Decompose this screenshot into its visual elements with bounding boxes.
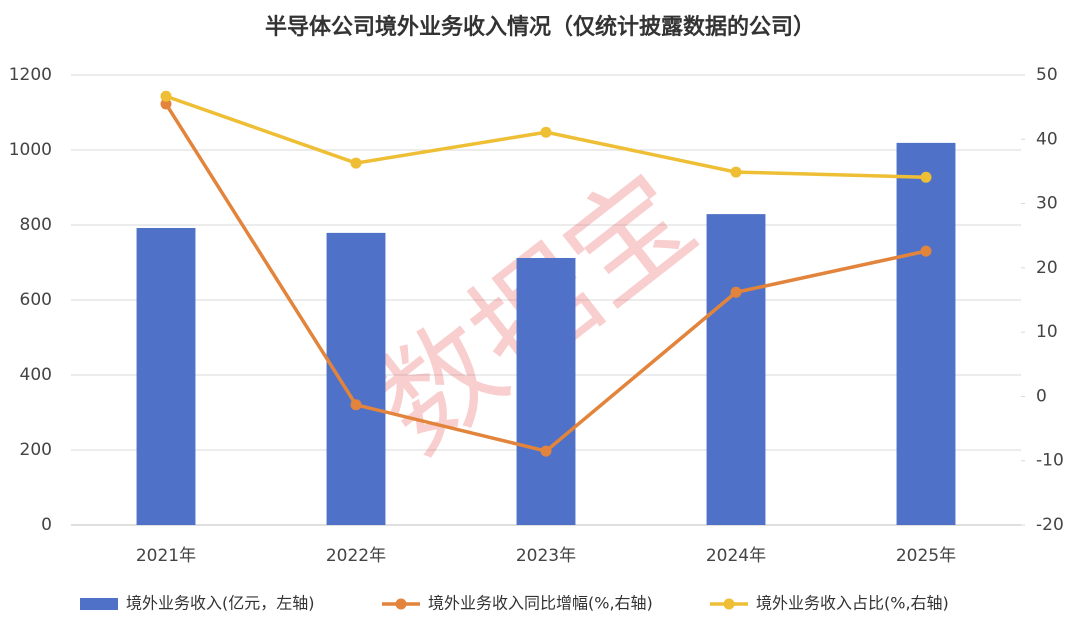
line-marker [730, 286, 742, 298]
line-marker [160, 90, 172, 102]
y2-tick-label: 40 [1036, 129, 1058, 149]
line-marker [920, 245, 932, 257]
legend-label: 境外业务收入(亿元，左轴) [126, 594, 315, 613]
bar [896, 142, 956, 525]
x-tick-label: 2025年 [896, 546, 956, 566]
y-tick-label: 800 [20, 215, 52, 235]
bar [136, 228, 196, 525]
line-marker [540, 126, 552, 138]
y2-tick-label: 50 [1036, 65, 1058, 85]
y2-tick-label: 30 [1036, 194, 1058, 214]
legend-label: 境外业务收入占比(%,右轴) [756, 594, 949, 613]
line-marker [540, 445, 552, 457]
bar [326, 232, 386, 525]
y-tick-label: 1200 [9, 65, 52, 85]
y-tick-label: 1000 [9, 140, 52, 160]
legend-label: 境外业务收入同比增幅(%,右轴) [428, 594, 653, 613]
bar [706, 214, 766, 525]
y-tick-label: 400 [20, 365, 52, 385]
y2-tick-label: -10 [1036, 451, 1064, 471]
chart-title: 半导体公司境外业务收入情况（仅统计披露数据的公司） [265, 14, 815, 40]
legend-swatch [395, 598, 407, 610]
line-marker [730, 166, 742, 178]
x-tick-label: 2022年 [326, 546, 386, 566]
line-marker [160, 98, 172, 110]
x-tick-label: 2024年 [706, 546, 766, 566]
x-tick-label: 2023年 [516, 546, 576, 566]
y-tick-label: 600 [20, 290, 52, 310]
y2-tick-label: 10 [1036, 322, 1058, 342]
y-tick-label: 0 [41, 515, 52, 535]
line-marker [920, 171, 932, 183]
legend-swatch [723, 598, 735, 610]
bar [516, 258, 576, 525]
y2-tick-label: -20 [1036, 515, 1064, 535]
line-marker [350, 157, 362, 169]
line-marker [350, 399, 362, 411]
y-tick-label: 200 [20, 440, 52, 460]
y2-tick-label: 0 [1036, 386, 1047, 406]
legend-swatch [80, 598, 118, 610]
x-tick-label: 2021年 [136, 546, 196, 566]
y2-tick-label: 20 [1036, 258, 1058, 278]
